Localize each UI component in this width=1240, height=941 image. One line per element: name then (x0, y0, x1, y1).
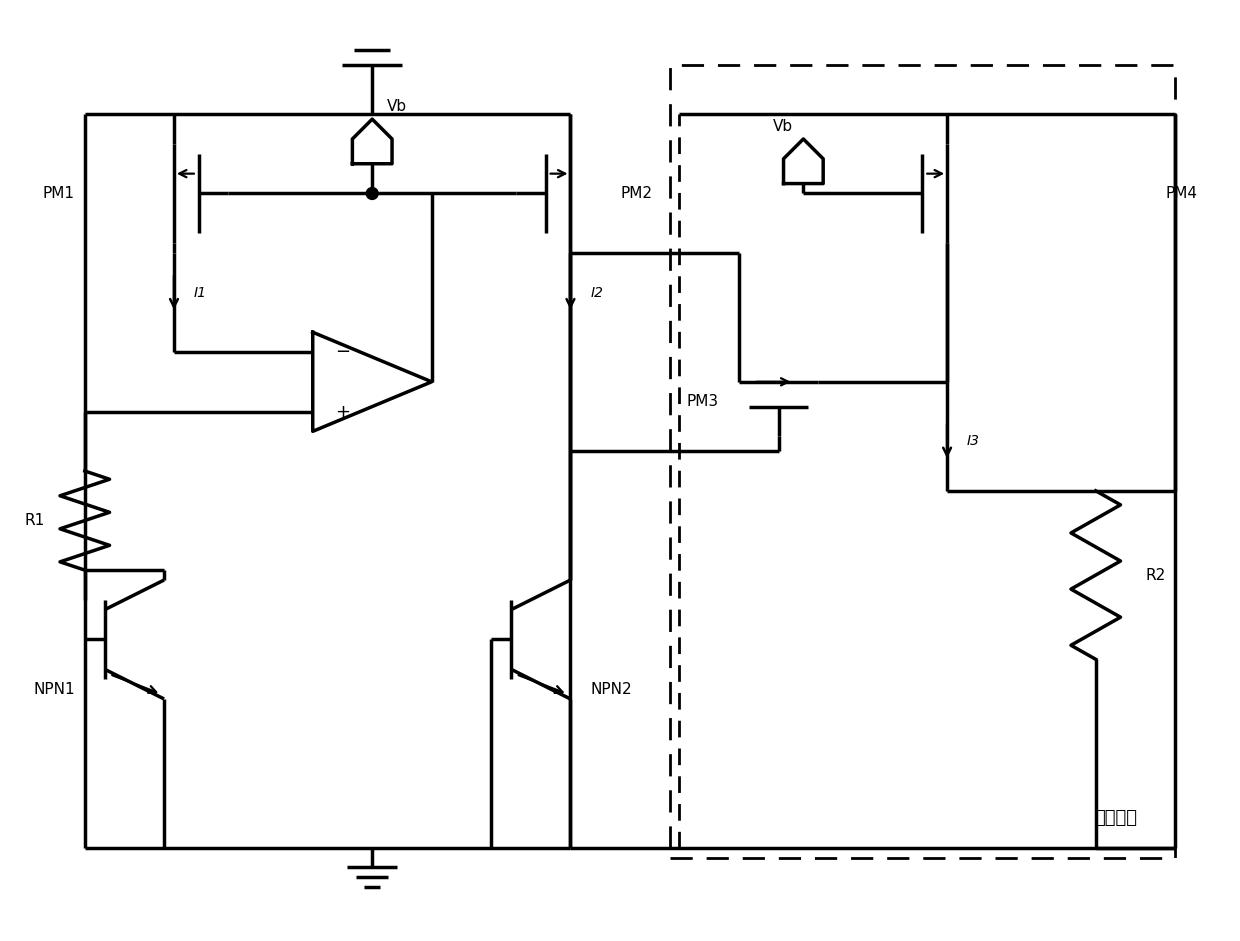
Text: PM4: PM4 (1166, 186, 1197, 201)
Text: +: + (335, 403, 350, 421)
Text: NPN2: NPN2 (590, 681, 632, 696)
Text: R2: R2 (1146, 567, 1166, 582)
Text: PM1: PM1 (43, 186, 74, 201)
Text: Vb: Vb (387, 99, 407, 114)
Text: 启动电路: 启动电路 (1094, 809, 1137, 827)
Text: Vb: Vb (774, 119, 794, 134)
Text: PM2: PM2 (620, 186, 652, 201)
Text: PM3: PM3 (687, 394, 719, 409)
Text: I3: I3 (967, 434, 980, 448)
Text: I2: I2 (590, 285, 604, 299)
Text: R1: R1 (25, 513, 45, 528)
Text: −: − (335, 343, 350, 361)
Text: NPN1: NPN1 (33, 681, 74, 696)
Text: I1: I1 (193, 285, 207, 299)
Circle shape (366, 187, 378, 199)
